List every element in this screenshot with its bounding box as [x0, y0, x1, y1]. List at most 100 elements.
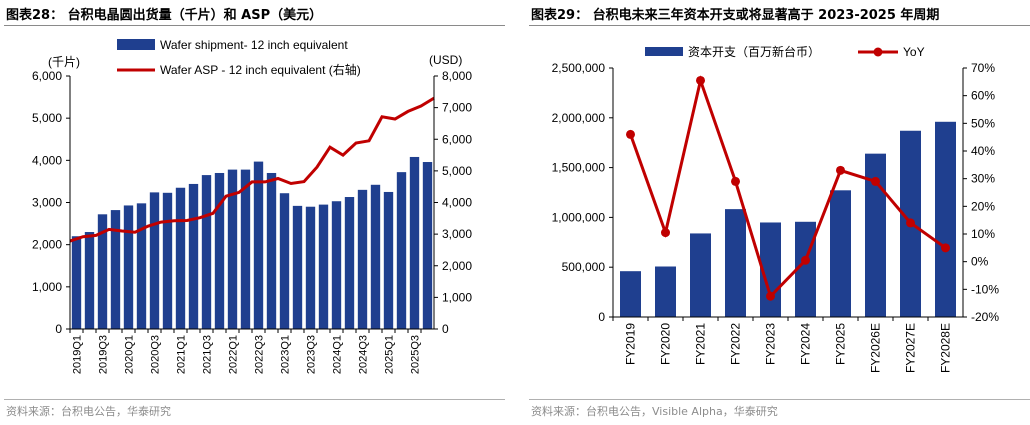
yoy-marker — [731, 176, 740, 186]
x-tick-label: 2021Q3 — [202, 335, 214, 374]
y-left-tick-label: 1,000,000 — [552, 210, 606, 224]
x-tick-label: 2020Q3 — [150, 335, 162, 374]
yoy-marker — [801, 255, 810, 265]
y-left-tick-label: 500,000 — [562, 260, 606, 274]
shipment-bar — [188, 183, 199, 329]
y-right-tick-label: -10% — [971, 282, 999, 296]
shipment-bar — [305, 206, 316, 329]
legend-bar-label: 资本开支（百万新台币） — [688, 44, 820, 59]
legend-line-label: YoY — [903, 45, 925, 59]
shipment-bar — [318, 204, 329, 329]
shipment-bar — [357, 189, 368, 329]
yoy-line — [629, 75, 947, 300]
y-right-tick-label: -20% — [971, 310, 999, 324]
shipment-bar — [227, 169, 238, 329]
left-y-left-unit: (千片) — [48, 55, 80, 69]
x-tick-label: 2020Q1 — [124, 335, 136, 374]
right-chart: 0 500,000 1,000,000 1,500,000 2,000,000 2,500… — [552, 44, 1000, 373]
y-left-tick-label: 2,000 — [32, 238, 62, 252]
x-tick-label: 2019Q1 — [72, 335, 84, 374]
y-left-tick-label: 1,500,000 — [552, 161, 606, 175]
yoy-marker — [696, 75, 705, 85]
y-right-tick-label: 50% — [971, 116, 995, 130]
x-tick-label: 2022Q3 — [254, 335, 266, 374]
shipment-bar — [149, 192, 160, 329]
y-left-tick-label: 1,000 — [32, 280, 62, 294]
shipment-bar — [84, 232, 95, 329]
shipment-bar — [370, 184, 381, 329]
shipment-bar — [97, 214, 108, 329]
shipment-bar — [110, 210, 121, 329]
x-tick-label: 2023Q1 — [280, 335, 292, 374]
shipment-bar — [71, 236, 82, 329]
x-tick-label: FY2025 — [834, 323, 848, 365]
left-y-right-unit: (USD) — [429, 53, 463, 67]
y-left-tick-label: 4,000 — [32, 153, 62, 167]
left-source-divider — [4, 399, 505, 400]
y-right-tick-label: 6,000 — [442, 132, 472, 146]
y-left-tick-label: 5,000 — [32, 111, 62, 125]
x-tick-label: FY2023 — [764, 323, 778, 365]
shipment-bar — [279, 193, 290, 329]
shipment-bar — [331, 201, 342, 329]
x-tick-label: FY2026E — [869, 323, 883, 373]
yoy-marker — [906, 218, 915, 228]
y-left-tick-label: 3,000 — [32, 196, 62, 210]
yoy-marker — [766, 291, 775, 301]
left-source: 资料来源：台积电公告，华泰研究 — [6, 405, 171, 418]
x-tick-label: FY2019 — [624, 323, 638, 365]
capex-bar — [760, 222, 781, 317]
shipment-bar — [266, 172, 277, 329]
right-figure-title: 图表29： 台积电未来三年资本开支或将显著高于 2023-2025 年周期 — [531, 8, 940, 23]
y-right-tick-label: 5,000 — [442, 164, 472, 178]
x-tick-label: 2022Q1 — [228, 335, 240, 374]
capex-bar — [725, 209, 746, 317]
x-tick-label: FY2020 — [659, 323, 673, 365]
y-left-tick-label: 2,000,000 — [552, 111, 606, 125]
legend-bar-label: Wafer shipment- 12 inch equivalent — [160, 38, 348, 52]
x-tick-label: 2021Q1 — [176, 335, 188, 374]
x-tick-label: FY2024 — [799, 323, 813, 365]
shipment-bar — [162, 192, 173, 329]
y-left-tick-label: 0 — [55, 322, 62, 336]
y-right-tick-label: 0 — [442, 322, 449, 336]
capex-bar — [865, 153, 886, 317]
yoy-marker — [941, 243, 950, 253]
y-right-tick-label: 10% — [971, 227, 995, 241]
shipment-bar — [136, 203, 147, 329]
shipment-bar — [240, 169, 251, 329]
x-tick-label: 2024Q3 — [358, 335, 370, 374]
y-right-tick-label: 2,000 — [442, 259, 472, 273]
yoy-marker — [836, 165, 845, 175]
y-right-tick-label: 20% — [971, 199, 995, 213]
y-right-tick-label: 40% — [971, 144, 995, 158]
shipment-bar — [201, 175, 212, 329]
x-tick-label: FY2028E — [939, 323, 953, 373]
left-title-divider — [4, 25, 505, 26]
x-tick-label: 2023Q3 — [306, 335, 318, 374]
legend-bar-swatch — [117, 39, 155, 50]
y-left-tick-label: 6,000 — [32, 69, 62, 83]
left-figure-title: 图表28： 台积电晶圆出货量（千片）和 ASP（美元） — [6, 8, 323, 23]
shipment-bar — [344, 197, 355, 329]
asp-line — [69, 96, 435, 243]
shipment-bar — [214, 172, 225, 329]
y-left-tick-label: 0 — [598, 310, 605, 324]
x-tick-label: 2025Q1 — [384, 335, 396, 374]
x-tick-label: FY2022 — [729, 323, 743, 365]
legend-line-marker — [873, 47, 883, 57]
y-right-tick-label: 8,000 — [442, 69, 472, 83]
yoy-marker — [626, 129, 635, 139]
capex-bar — [690, 233, 711, 317]
x-tick-label: 2025Q3 — [410, 335, 422, 374]
left-chart-panel: 图表28： 台积电晶圆出货量（千片）和 ASP（美元） (千片) (USD) 0… — [0, 0, 505, 425]
capex-bar — [620, 271, 641, 317]
legend-bar-swatch — [645, 47, 683, 56]
y-right-tick-label: 1,000 — [442, 290, 472, 304]
right-source: 资料来源：台积电公告，Visible Alpha，华泰研究 — [531, 405, 778, 418]
shipment-bar — [253, 161, 264, 329]
y-right-tick-label: 0% — [971, 255, 989, 269]
x-tick-label: 2024Q1 — [332, 335, 344, 374]
right-title-divider — [529, 25, 1030, 26]
right-chart-panel: 图表29： 台积电未来三年资本开支或将显著高于 2023-2025 年周期 0 5… — [525, 0, 1030, 425]
